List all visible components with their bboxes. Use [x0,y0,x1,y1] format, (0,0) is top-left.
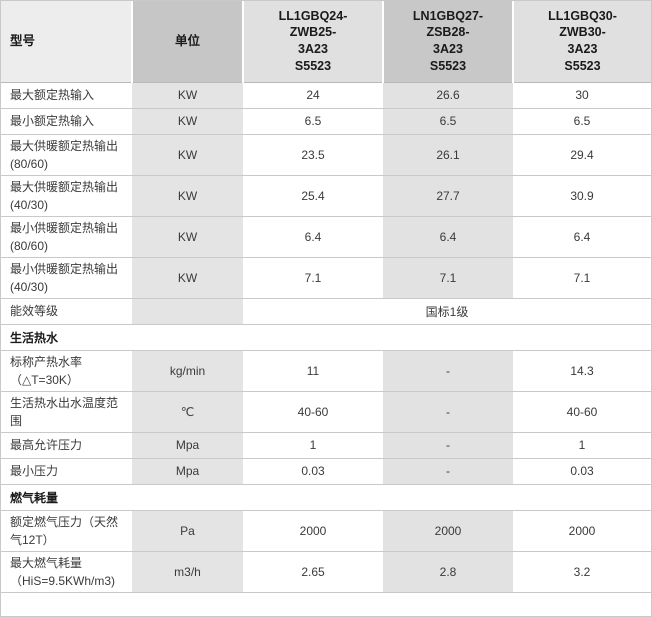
row-label: 最大燃气耗量 （HiS=9.5KWh/m3) [1,551,132,593]
row-value: 2000 [243,510,383,552]
row-label: 最小压力 [1,458,132,485]
row-label: 最大供暖额定热输出 (80/60) [1,134,132,176]
spec-table-header: 型号 单位 LL1GBQ24- ZWB25- 3A23 S5523 LN1GBQ… [1,1,651,83]
row-value: - [383,350,513,392]
header-row: 型号 单位 LL1GBQ24- ZWB25- 3A23 S5523 LN1GBQ… [1,1,651,83]
row-value: 2000 [383,510,513,552]
row-value: 1 [243,432,383,459]
row-unit: KW [132,175,243,217]
row-value: 2.65 [243,551,383,593]
table-row: 最大供暖额定热输出 (40/30) KW 25.4 27.7 30.9 [1,175,651,217]
row-value: 7.1 [383,257,513,299]
table-row: 最小供暖额定热输出 (80/60) KW 6.4 6.4 6.4 [1,216,651,258]
row-unit: kg/min [132,350,243,392]
row-value: 26.1 [383,134,513,176]
table-row: 最小额定热输入 KW 6.5 6.5 6.5 [1,108,651,135]
row-value: 0.03 [243,458,383,485]
row-value: 23.5 [243,134,383,176]
row-value: 6.4 [243,216,383,258]
row-value: 0.03 [513,458,651,485]
row-value: 26.6 [383,82,513,109]
row-value: 14.3 [513,350,651,392]
row-unit: m3/h [132,551,243,593]
row-value: 40-60 [513,391,651,433]
table-row: 最大额定热输入 KW 24 26.6 30 [1,82,651,109]
table-row: 标称产热水率 （△T=30K） kg/min 11-14.3 [1,350,651,392]
table-row: 最小供暖额定热输出 (40/30) KW 7.1 7.1 7.1 [1,257,651,299]
row-value: 6.5 [243,108,383,135]
row-value: 30 [513,82,651,109]
row-label: 最大供暖额定热输出 (40/30) [1,175,132,217]
row-value: 6.4 [383,216,513,258]
row-label: 最高允许压力 [1,432,132,459]
row-value: 11 [243,350,383,392]
section-title: 燃气耗量 [1,484,651,511]
row-value: - [383,391,513,433]
row-unit: ℃ [132,391,243,433]
row-unit: KW [132,216,243,258]
header-model-1: LL1GBQ24- ZWB25- 3A23 S5523 [242,1,383,83]
row-unit: KW [132,257,243,299]
row-label: 最小供暖额定热输出 (40/30) [1,257,132,299]
row-value: 7.1 [513,257,651,299]
table-row: 最小压力 Mpa 0.03-0.03 [1,458,651,485]
row-value: 24 [243,82,383,109]
row-value: 6.5 [513,108,651,135]
row-value: 6.5 [383,108,513,135]
row-unit: Mpa [132,458,243,485]
row-value: 7.1 [243,257,383,299]
row-value: 27.7 [383,175,513,217]
header-unit-label: 单位 [131,1,243,83]
header-model-label: 型号 [1,1,132,83]
row-label: 生活热水出水温度范 围 [1,391,132,433]
row-value: - [383,458,513,485]
row-unit: KW [132,82,243,109]
row-value: 40-60 [243,391,383,433]
header-model-3: LL1GBQ30- ZWB30- 3A23 S5523 [512,1,651,83]
row-label: 能效等级 [1,298,132,325]
row-label: 额定燃气压力（天然 气12T） [1,510,132,552]
section-row: 生活热水 [1,324,651,351]
table-row: 额定燃气压力（天然 气12T） Pa 2000 2000 2000 [1,510,651,552]
table-row: 能效等级 国标1级 [1,298,651,325]
row-value: 29.4 [513,134,651,176]
row-unit: KW [132,108,243,135]
header-model-2: LN1GBQ27- ZSB28- 3A23 S5523 [382,1,513,83]
row-unit: KW [132,134,243,176]
row-value: 6.4 [513,216,651,258]
row-label: 最小供暖额定热输出 (80/60) [1,216,132,258]
row-value: 3.2 [513,551,651,593]
spec-table-body: 最大额定热输入 KW 24 26.6 30 最小额定热输入 KW 6.5 6.5 6.5 最大供暖额… [1,82,651,593]
row-unit: Pa [132,510,243,552]
section-title: 生活热水 [1,324,651,351]
spec-table: 型号 单位 LL1GBQ24- ZWB25- 3A23 S5523 LN1GBQ… [1,1,651,593]
row-value: 25.4 [243,175,383,217]
row-label: 标称产热水率 （△T=30K） [1,350,132,392]
row-value: 2000 [513,510,651,552]
row-value: 30.9 [513,175,651,217]
table-row: 最高允许压力 Mpa 1-1 [1,432,651,459]
section-row: 燃气耗量 [1,484,651,511]
row-value: 2.8 [383,551,513,593]
merged-value: 国标1级 [243,298,651,325]
row-unit [132,298,243,325]
row-unit: Mpa [132,432,243,459]
row-label: 最小额定热输入 [1,108,132,135]
row-label: 最大额定热输入 [1,82,132,109]
row-value: 1 [513,432,651,459]
table-row: 最大供暖额定热输出 (80/60) KW 23.5 26.1 29.4 [1,134,651,176]
table-row: 最大燃气耗量 （HiS=9.5KWh/m3) m3/h 2.65 2.8 3.2 [1,551,651,593]
row-value: - [383,432,513,459]
table-row: 生活热水出水温度范 围 ℃ 40-60-40-60 [1,391,651,433]
